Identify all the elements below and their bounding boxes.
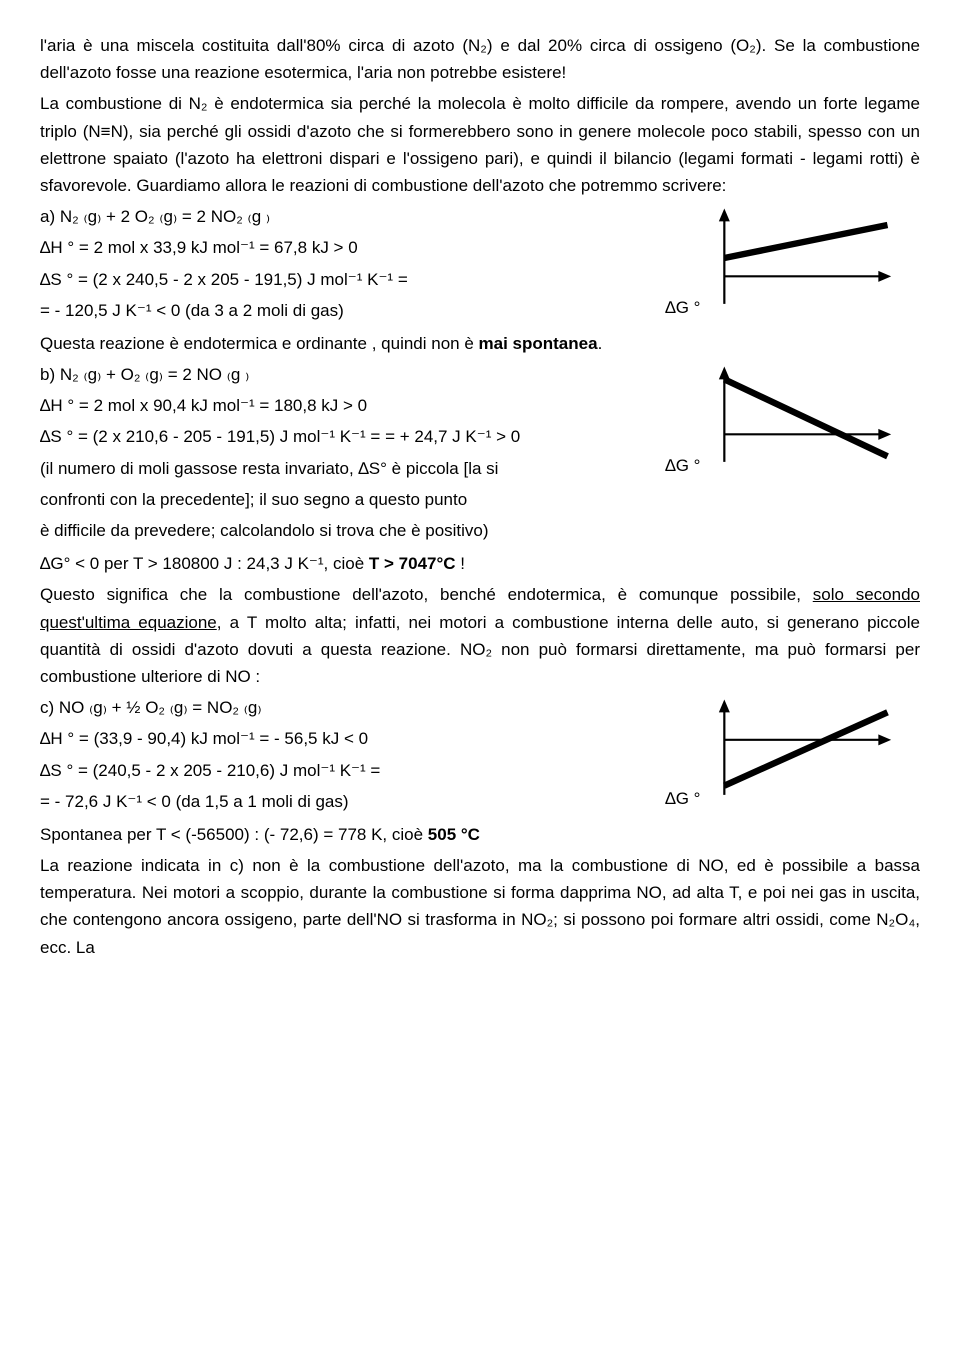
chart-b: ∆G ° T [665,361,920,479]
chart-a: ∆G ° T [665,203,920,321]
reaction-c-eq: c) NO ₍g₎ + ½ O₂ ₍g₎ = NO₂ ₍g₎ [40,694,653,721]
reaction-b-dh: ∆H ° = 2 mol x 90,4 kJ mol⁻¹ = 180,8 kJ … [40,392,653,419]
reaction-b-conclusion: ∆G° < 0 per T > 180800 J : 24,3 J K⁻¹, c… [40,550,920,577]
reaction-c-dh: ∆H ° = (33,9 - 90,4) kJ mol⁻¹ = - 56,5 k… [40,725,653,752]
chart-c: ∆G ° T [665,694,920,812]
reaction-a-block: a) N₂ ₍g₎ + 2 O₂ ₍g₎ = 2 NO₂ ₍g ₎ ∆H ° =… [40,203,920,328]
reaction-c-ds2: = - 72,6 J K⁻¹ < 0 (da 1,5 a 1 moli di g… [40,788,653,815]
reaction-b-l1: (il numero di moli gassose resta invaria… [40,455,653,482]
reaction-c-ds1: ∆S ° = (240,5 - 2 x 205 - 210,6) J mol⁻¹… [40,757,653,784]
chart-b-ylabel: ∆G ° [665,456,700,475]
reaction-b-l3: è difficile da prevedere; calcolandolo s… [40,517,653,544]
reaction-b-l2: confronti con la precedente]; il suo seg… [40,486,653,513]
reaction-a-ds1: ∆S ° = (2 x 240,5 - 2 x 205 - 191,5) J m… [40,266,653,293]
reaction-b-block: b) N₂ ₍g₎ + O₂ ₍g₎ = 2 NO ₍g ₎ ∆H ° = 2 … [40,361,920,548]
paragraph-intro-2: La combustione di N₂ è endotermica sia p… [40,90,920,199]
paragraph-3: Questo significa che la combustione dell… [40,581,920,690]
paragraph-intro-1: l'aria è una miscela costituita dall'80%… [40,32,920,86]
reaction-c-conclusion: Spontanea per T < (-56500) : (- 72,6) = … [40,821,920,848]
chart-c-ylabel: ∆G ° [665,789,700,808]
reaction-c-block: c) NO ₍g₎ + ½ O₂ ₍g₎ = NO₂ ₍g₎ ∆H ° = (3… [40,694,920,819]
reaction-a-ds2: = - 120,5 J K⁻¹ < 0 (da 3 a 2 moli di ga… [40,297,653,324]
reaction-b-eq: b) N₂ ₍g₎ + O₂ ₍g₎ = 2 NO ₍g ₎ [40,361,653,388]
chart-a-ylabel: ∆G ° [665,298,700,317]
reaction-a-eq: a) N₂ ₍g₎ + 2 O₂ ₍g₎ = 2 NO₂ ₍g ₎ [40,203,653,230]
reaction-a-dh: ∆H ° = 2 mol x 33,9 kJ mol⁻¹ = 67,8 kJ >… [40,234,653,261]
reaction-b-ds: ∆S ° = (2 x 210,6 - 205 - 191,5) J mol⁻¹… [40,423,653,450]
paragraph-4: La reazione indicata in c) non è la comb… [40,852,920,961]
reaction-a-conclusion: Questa reazione è endotermica e ordinant… [40,330,920,357]
